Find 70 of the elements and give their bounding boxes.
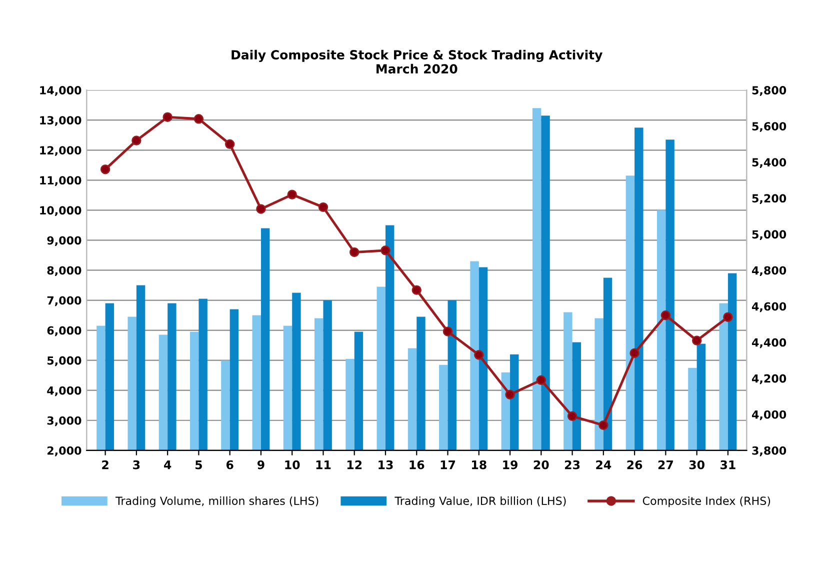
point: [474, 350, 484, 360]
legend-label: Composite Index (RHS): [642, 496, 770, 508]
y-tick-label: 8,000: [47, 266, 82, 276]
y2-tick-label: 4,800: [752, 266, 786, 276]
point: [318, 202, 328, 212]
point: [723, 312, 733, 322]
legend-label: Trading Volume, million shares (LHS): [116, 496, 318, 508]
y-tick-label: 7,000: [47, 296, 82, 306]
x-tick-label: 27: [658, 460, 673, 470]
y-tick-label: 11,000: [40, 176, 82, 186]
point: [287, 190, 297, 200]
x-tick-label: 24: [596, 460, 612, 470]
x-tick-label: 3: [133, 460, 140, 470]
x-tick-label: 9: [257, 460, 264, 470]
y2-tick-label: 3,800: [752, 446, 786, 456]
x-tick-label: 17: [440, 460, 456, 470]
x-tick-label: 16: [410, 460, 424, 470]
x-tick-label: 5: [196, 460, 202, 470]
y2-tick-label: 5,000: [752, 230, 786, 240]
point: [100, 164, 110, 174]
point: [692, 336, 702, 346]
point: [194, 114, 204, 124]
x-tick-label: 18: [472, 460, 486, 470]
y-tick-label: 10,000: [40, 206, 82, 216]
x-tick-label: 20: [534, 460, 549, 470]
x-tick-label: 19: [503, 460, 518, 470]
y2-tick-label: 5,200: [752, 194, 786, 204]
y-tick-label: 5,000: [47, 356, 82, 366]
x-tick-label: 31: [720, 460, 736, 470]
y2-tick-label: 4,000: [752, 410, 786, 420]
x-tick-label: 11: [316, 460, 331, 470]
point: [256, 204, 266, 214]
x-tick-label: 4: [164, 460, 172, 470]
x-tick-label: 2: [102, 460, 108, 470]
y2-tick-label: 4,200: [752, 374, 786, 384]
y2-tick-label: 4,400: [752, 338, 786, 348]
x-tick-label: 26: [627, 460, 642, 470]
x-tick-label: 23: [565, 460, 580, 470]
point: [350, 247, 360, 258]
point: [224, 139, 235, 149]
y-tick-label: 3,000: [47, 416, 82, 426]
y-tick-label: 2,000: [48, 446, 82, 456]
point: [162, 112, 172, 122]
point: [598, 420, 608, 430]
y2-tick-label: 4,600: [752, 302, 786, 312]
y2-tick-label: 5,800: [752, 86, 786, 96]
point: [630, 348, 640, 358]
point: [536, 375, 546, 385]
point: [412, 285, 422, 295]
point: [567, 411, 578, 422]
y2-tick-label: 5,600: [752, 122, 786, 132]
x-tick-label: 30: [689, 460, 704, 470]
x-tick-label: 13: [378, 460, 393, 470]
chart-title: Daily Composite Stock Price & Stock Trading Activity March 2020: [232, 50, 602, 74]
y-tick-label: 13,000: [40, 116, 82, 126]
y-tick-label: 12,000: [40, 146, 82, 156]
x-tick-label: 6: [226, 460, 234, 470]
point: [442, 326, 453, 336]
y-tick-label: 9,000: [47, 236, 82, 246]
y-tick-label: 14,000: [40, 86, 82, 96]
y2-tick-label: 5,400: [752, 158, 786, 168]
y-tick-label: 6,000: [47, 326, 82, 336]
point: [505, 390, 515, 400]
point: [660, 310, 671, 320]
point: [132, 136, 142, 146]
x-tick-label: 10: [285, 460, 300, 470]
y-tick-label: 4,000: [47, 386, 82, 396]
x-tick-label: 12: [347, 460, 362, 470]
legend-label: Trading Value, IDR billion (LHS): [394, 496, 566, 508]
point: [380, 246, 390, 256]
